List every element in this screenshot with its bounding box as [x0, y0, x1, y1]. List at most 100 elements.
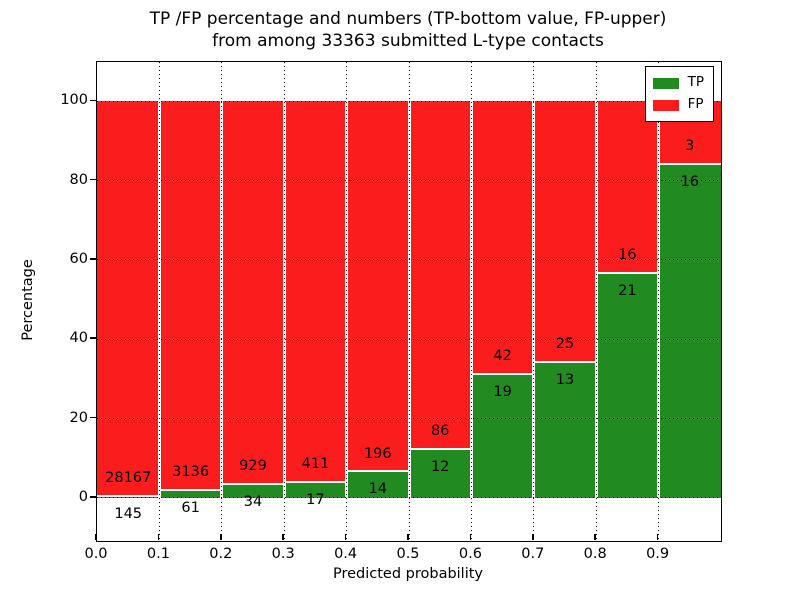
bar-segment-tp — [97, 495, 160, 498]
x-tick-label: 0.9 — [646, 546, 670, 562]
fp-count-label: 929 — [239, 457, 267, 474]
x-tick-mark — [594, 534, 596, 540]
y-tick-label: 0 — [78, 488, 88, 505]
fp-count-label: 16 — [618, 246, 637, 263]
bar-segment-fp — [533, 101, 597, 363]
x-tick-label: 0.5 — [396, 546, 420, 562]
fp-count-label: 42 — [493, 348, 512, 365]
bar-segment-tp — [533, 362, 597, 498]
x-tick-label: 0.3 — [271, 546, 295, 562]
bar-segment-tp — [221, 483, 285, 498]
legend: TP FP — [644, 66, 714, 122]
bar-segment-tp — [159, 490, 222, 498]
y-tick-label: 80 — [69, 171, 88, 188]
bar-segment-fp — [346, 101, 409, 472]
x-tick-label: 0.1 — [146, 546, 170, 562]
y-tick-label: 20 — [69, 409, 88, 426]
bar-segment-fp — [284, 101, 347, 483]
x-tick-mark — [220, 534, 222, 540]
bar-segment-fp — [221, 101, 285, 484]
gridline-vertical — [408, 62, 410, 541]
x-tick-mark — [344, 534, 347, 540]
tp-count-label: 34 — [243, 493, 263, 510]
bar-edge-horizontal — [596, 271, 659, 274]
gridline-vertical — [221, 62, 223, 541]
y-tick-mark — [90, 178, 96, 181]
y-tick-label: 60 — [69, 250, 88, 267]
x-tick-label: 0.2 — [209, 546, 233, 562]
tp-count-label: 21 — [618, 282, 637, 299]
bar-segment-fp — [159, 101, 222, 491]
legend-entry-fp: FP — [652, 94, 704, 116]
x-tick-mark — [157, 534, 160, 540]
tp-count-label: 13 — [555, 371, 575, 388]
gridline-vertical — [470, 62, 472, 541]
bar-edge-horizontal — [346, 470, 409, 473]
tp-color-swatch — [652, 77, 679, 89]
bar-segment-tp — [658, 163, 721, 498]
legend-label-tp: TP — [687, 74, 704, 91]
x-tick-label: 0.4 — [334, 546, 358, 562]
bar-segment-fp — [409, 101, 472, 450]
bar-segment-tp — [284, 482, 347, 498]
gridline-vertical — [658, 62, 660, 541]
x-tick-label: 0.7 — [521, 546, 545, 562]
y-tick-mark — [90, 496, 96, 498]
x-tick-mark — [407, 534, 409, 540]
bar-edge-horizontal — [409, 448, 472, 451]
tp-count-label: 61 — [181, 500, 200, 517]
tp-count-label: 17 — [306, 491, 325, 508]
x-tick-mark — [282, 534, 284, 540]
gridline-vertical — [283, 62, 285, 541]
fp-count-label: 3136 — [172, 464, 210, 481]
chart-title-line2: from among 33363 submitted L-type contac… — [212, 31, 604, 51]
gridline-vertical — [158, 62, 160, 541]
chart-title: TP /FP percentage and numbers (TP-bottom… — [96, 8, 720, 52]
fp-count-label: 411 — [301, 456, 330, 473]
fp-count-label: 3 — [685, 138, 695, 155]
bar-edge-horizontal — [221, 482, 285, 485]
fp-color-swatch — [652, 99, 679, 111]
bar-edge-horizontal — [284, 481, 347, 484]
gridline-vertical — [595, 62, 597, 541]
bar-edge-horizontal — [159, 489, 222, 492]
x-tick-label: 0.8 — [583, 546, 607, 562]
legend-entry-tp: TP — [652, 72, 704, 94]
tp-count-label: 16 — [680, 173, 700, 190]
y-tick-mark — [90, 258, 96, 260]
x-tick-mark — [656, 534, 659, 540]
tp-count-label: 145 — [114, 505, 143, 522]
x-tick-mark — [469, 534, 472, 540]
fp-count-label: 25 — [555, 336, 575, 353]
y-tick-label: 40 — [69, 330, 88, 347]
x-tick-label: 0.0 — [84, 546, 108, 562]
legend-label-fp: FP — [687, 96, 704, 113]
bar-segment-fp — [596, 101, 659, 273]
bar-edge-horizontal — [471, 373, 534, 376]
bar-segment-fp — [97, 101, 160, 496]
y-tick-label: 100 — [60, 92, 88, 109]
bar-edge-horizontal — [658, 162, 721, 165]
bar-edge-horizontal — [97, 494, 160, 497]
bar-segment-tp — [346, 471, 409, 498]
bar-segment-tp — [596, 272, 659, 498]
fp-count-label: 86 — [430, 423, 450, 440]
x-tick-mark — [532, 534, 534, 540]
gridline-vertical — [346, 62, 348, 541]
gridline-vertical — [533, 62, 535, 541]
y-tick-mark — [90, 416, 96, 419]
x-axis-label: Predicted probability — [332, 566, 484, 582]
fp-count-label: 196 — [363, 445, 392, 462]
x-tick-mark — [95, 534, 97, 540]
bar-segment-tp — [409, 449, 472, 498]
tp-count-label: 19 — [493, 384, 512, 401]
fp-count-label: 28167 — [105, 469, 152, 486]
bar-segment-fp — [471, 101, 534, 375]
tp-count-label: 14 — [368, 481, 388, 498]
bar-edge-horizontal — [533, 361, 597, 364]
y-tick-mark — [90, 337, 96, 339]
plot-area: TP FP 28167 145 3136 61 929 34 411 17 196 14 86 12 4… — [96, 61, 722, 542]
y-axis-label: Percentage — [20, 259, 36, 341]
chart-title-line1: TP /FP percentage and numbers (TP-bottom… — [149, 9, 667, 29]
